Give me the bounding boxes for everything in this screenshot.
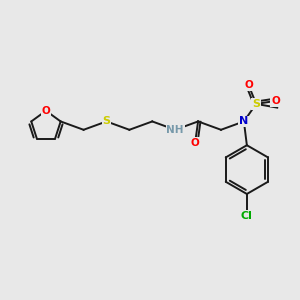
Text: O: O [244, 80, 253, 91]
Text: O: O [271, 96, 280, 106]
Text: S: S [252, 99, 260, 109]
Text: NH: NH [167, 125, 184, 135]
Text: N: N [239, 116, 248, 126]
Text: O: O [191, 138, 200, 148]
Text: S: S [103, 116, 110, 126]
Text: Cl: Cl [241, 211, 253, 221]
Text: O: O [42, 106, 50, 116]
